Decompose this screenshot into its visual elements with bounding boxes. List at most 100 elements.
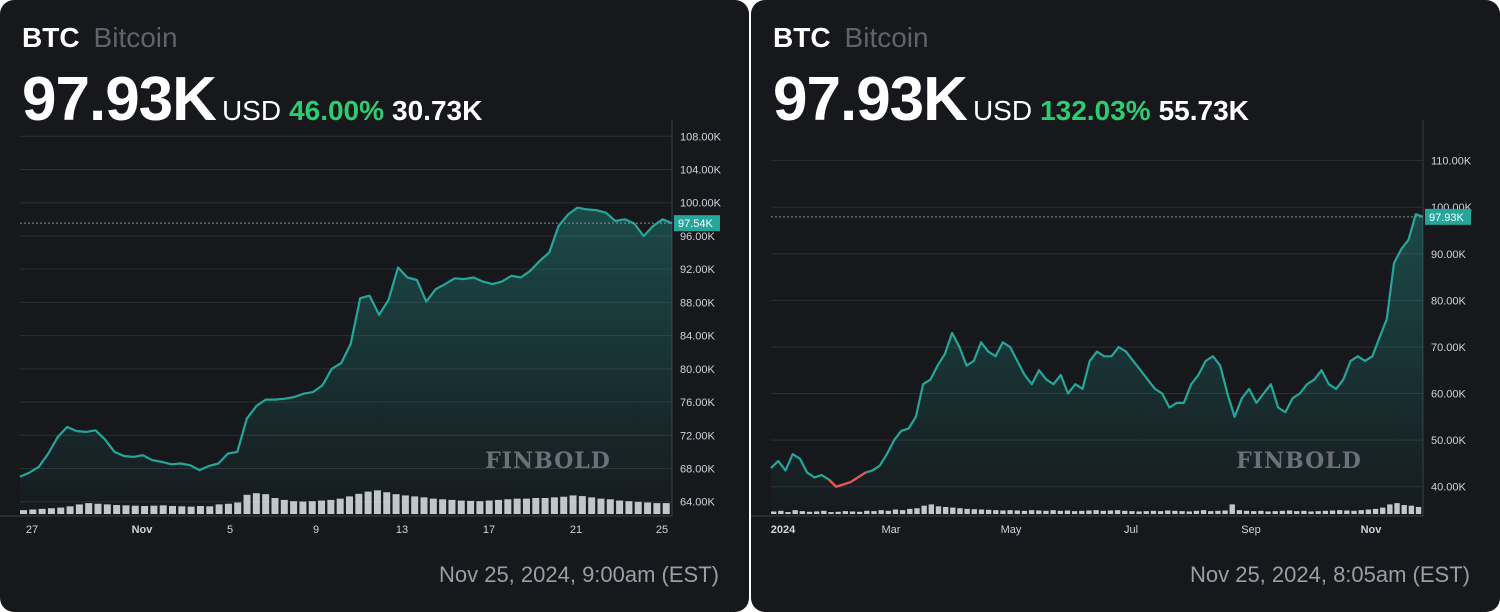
y-tick-label: 50.00K: [1431, 435, 1467, 447]
volume-bar: [47, 508, 55, 514]
change-absolute: 30.73K: [392, 95, 483, 126]
price-line: [19, 206, 673, 478]
x-tick-label: Jul: [1124, 524, 1138, 536]
volume-bar: [871, 511, 877, 514]
volume-bar: [38, 508, 46, 514]
y-tick-label: 90.00K: [1431, 249, 1467, 261]
volume-bar: [907, 508, 913, 514]
x-tick-label: Nov: [132, 524, 154, 536]
volume-bar: [821, 510, 827, 514]
x-tick-label: Mar: [882, 524, 901, 536]
x-tick-label: 27: [26, 524, 38, 536]
volume-bar: [1100, 510, 1106, 514]
volume-bar: [1071, 511, 1078, 514]
volume-bar: [1079, 510, 1085, 514]
volume-bar: [828, 512, 834, 514]
volume-bar: [1329, 510, 1336, 514]
volume-bar: [1337, 510, 1343, 514]
price-line: 97.93K USD 46.00% 30.73K: [22, 64, 482, 135]
volume-bar: [1021, 510, 1028, 514]
change-percent: 132.03%: [1040, 95, 1151, 126]
volume-bar: [1301, 510, 1307, 514]
timestamp: Nov 25, 2024, 8:05am (EST): [1189, 562, 1470, 587]
x-tick-label: 2024: [771, 524, 796, 536]
change-percent: 46.00%: [289, 95, 385, 126]
volume-bar: [806, 511, 813, 514]
volume-bar: [978, 509, 985, 514]
volume-bar: [957, 508, 963, 514]
volume-bar: [1415, 506, 1422, 514]
volume-bar: [971, 509, 977, 514]
current-price: 97.93K: [773, 65, 968, 134]
y-tick-label: 110.00K: [1431, 156, 1472, 168]
y-tick-label: 60.00K: [1431, 389, 1467, 401]
volume-bar: [1286, 510, 1293, 514]
x-tick-label: 13: [396, 524, 408, 536]
volume-bar: [1308, 511, 1314, 514]
volume-bar: [849, 511, 856, 514]
volume-bar: [985, 509, 992, 514]
volume-bar: [842, 511, 849, 514]
volume-bar: [1243, 510, 1250, 514]
volume-bar: [950, 507, 956, 514]
volume-bar: [799, 511, 806, 514]
last-price-label: 97.54K: [678, 218, 714, 230]
volume-bar: [1129, 511, 1135, 514]
ticker-header: BTC Bitcoin: [22, 22, 178, 54]
price-line: 97.93K USD 132.03% 55.73K: [773, 64, 1249, 135]
volume-bar: [1093, 510, 1099, 514]
asset-name: Bitcoin: [844, 22, 929, 53]
volume-bar: [1380, 507, 1386, 514]
volume-bar: [1251, 511, 1257, 514]
currency-label: USD: [972, 95, 1033, 126]
ticker-header: BTC Bitcoin: [773, 22, 929, 54]
chart-panel-ytd: BTC Bitcoin 97.93K USD 132.03% 55.73K 110.00…: [751, 0, 1500, 612]
volume-bar: [1265, 511, 1271, 514]
volume-bar: [1036, 510, 1042, 514]
x-tick-label: 5: [227, 524, 233, 536]
volume-bar: [1028, 510, 1035, 514]
volume-bar: [942, 506, 949, 514]
y-tick-label: 68.00K: [680, 463, 716, 475]
x-tick-label: 25: [656, 524, 668, 536]
volume-bar: [29, 509, 37, 514]
watermark-logo: FINBOLD: [1236, 448, 1362, 474]
volume-bar: [20, 510, 27, 514]
y-tick-label: 108.00K: [680, 131, 722, 143]
last-price-tag: [1425, 208, 1471, 225]
ticker-symbol: BTC: [773, 22, 831, 53]
volume-bar: [57, 507, 65, 514]
volume-bar: [1315, 511, 1321, 514]
price-area: [771, 214, 1423, 510]
volume-bar: [778, 510, 784, 514]
timestamp: Nov 25, 2024, 9:00am (EST): [438, 562, 719, 587]
volume-bar: [1000, 510, 1006, 514]
x-tick-label: 21: [570, 524, 582, 536]
volume-bar: [1365, 509, 1372, 514]
volume-bar: [856, 511, 863, 514]
y-tick-label: 92.00K: [680, 264, 716, 276]
chart-panel-1m: BTC Bitcoin 97.93K USD 46.00% 30.73K 108.00K…: [0, 0, 749, 612]
x-tick-label: May: [1001, 524, 1022, 536]
volume-bar: [1172, 510, 1178, 514]
volume-bar: [1150, 510, 1157, 514]
volume-bar: [1007, 510, 1013, 514]
x-tick-label: Sep: [1241, 524, 1261, 536]
volume-bar: [1258, 510, 1264, 514]
volume-bar: [1294, 511, 1300, 514]
price-area: [20, 207, 672, 510]
volume-bar: [785, 512, 791, 514]
x-tick-label: Nov: [1361, 524, 1383, 536]
volume-bar: [1050, 510, 1056, 514]
y-tick-label: 84.00K: [680, 331, 716, 343]
y-tick-label: 80.00K: [680, 364, 716, 376]
volume-bar: [1322, 510, 1329, 514]
volume-bar: [1179, 511, 1185, 514]
volume-bar: [1351, 510, 1357, 514]
volume-bar: [1086, 510, 1092, 514]
y-tick-label: 104.00K: [680, 165, 722, 177]
volume-bar: [1014, 510, 1020, 514]
y-tick-label: 100.00K: [680, 198, 722, 210]
volume-bar: [1157, 511, 1164, 514]
ticker-symbol: BTC: [22, 22, 80, 53]
